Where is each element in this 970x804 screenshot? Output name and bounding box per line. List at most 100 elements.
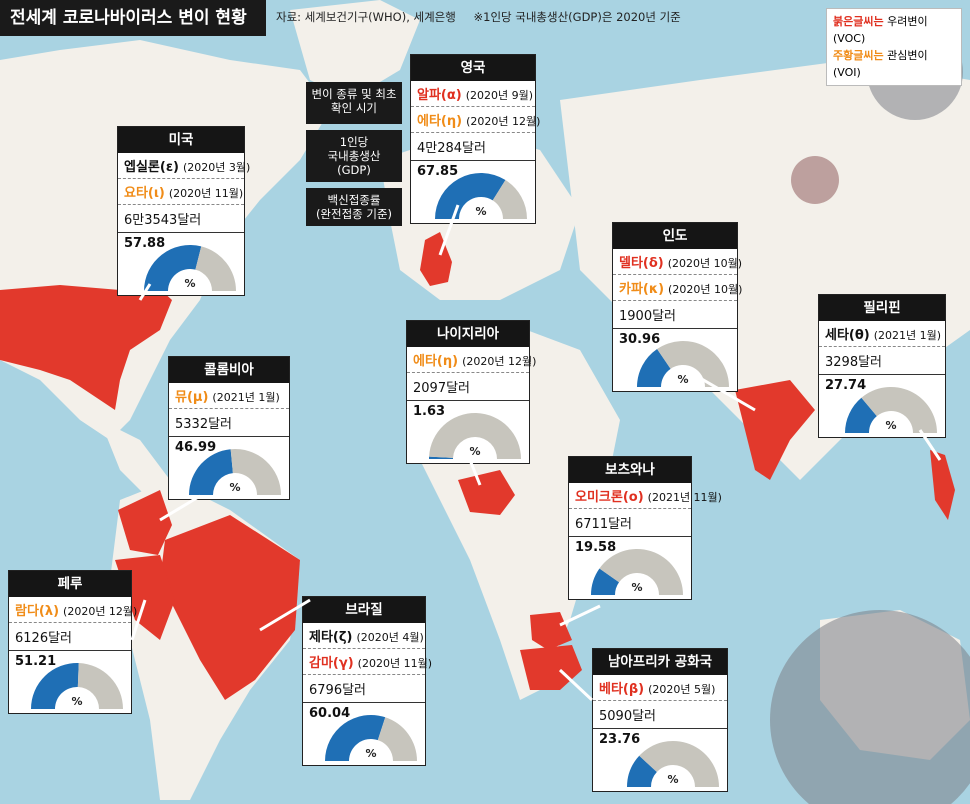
variant-name: 뮤(μ)	[175, 390, 209, 405]
gauge-chart: %	[637, 341, 729, 387]
vaccination-rate: 51.21	[15, 654, 57, 669]
country-name: 보츠와나	[569, 457, 691, 483]
gdp-value: 1900달러	[613, 301, 737, 329]
gauge-chart: %	[429, 412, 521, 459]
variant-row: 카파(κ) (2020년 10월)	[613, 275, 742, 301]
gauge-vaccinated-segment	[845, 397, 877, 433]
country-name: 브라질	[303, 597, 425, 623]
variant-row: 요타(ι) (2020년 11월)	[118, 179, 244, 205]
gauge-percent-symbol: %	[667, 773, 678, 786]
source-text: 자료: 세계보건기구(WHO), 세계은행	[276, 10, 456, 24]
country-name: 나이지리아	[407, 321, 529, 347]
variant-row: 베타(β) (2020년 5월)	[593, 675, 727, 701]
variant-row: 엡실론(ε) (2020년 3월)	[118, 153, 250, 179]
gdp-value: 2097달러	[407, 373, 529, 401]
country-card: 영국 알파(α) (2020년 9월) 에타(η) (2020년 12월) 4만284달러…	[410, 54, 540, 224]
country-name: 남아프리카 공화국	[593, 649, 727, 675]
gauge-chart: %	[144, 245, 236, 291]
gauge-vaccinated-segment	[189, 449, 233, 495]
variant-date: (2020년 4월)	[356, 631, 424, 644]
legend-voi-text: 관심변이(VOI)	[833, 49, 928, 79]
gdp-value: 3298달러	[819, 347, 945, 375]
vaccination-gauge: 51.21%	[9, 651, 131, 713]
virus-particle-bottom-right	[770, 610, 970, 804]
gauge-chart: %	[31, 663, 123, 709]
variant-date: (2020년 12월)	[63, 605, 138, 618]
variant-row: 감마(γ) (2020년 11월)	[303, 649, 432, 675]
gauge-percent-symbol: %	[469, 445, 480, 458]
gauge-chart: %	[435, 173, 527, 219]
gauge-remaining-segment	[77, 663, 123, 709]
gauge-percent-symbol: %	[885, 419, 896, 432]
gauge-remaining-segment	[639, 741, 719, 787]
gauge-percent-symbol: %	[677, 373, 688, 386]
variant-date: (2020년 3월)	[183, 161, 251, 174]
variant-name: 에타(η)	[413, 354, 459, 369]
vaccination-gauge: 30.96%	[613, 329, 737, 391]
gauge-remaining-segment	[195, 246, 236, 291]
variant-name: 오미크론(ο)	[575, 490, 644, 505]
variant-date: (2020년 9월)	[465, 89, 534, 102]
vaccination-gauge: 1.63%	[407, 401, 529, 463]
variant-name: 제타(ζ)	[309, 630, 353, 645]
gauge-vaccinated-segment	[144, 245, 202, 291]
variant-date: (2020년 11월)	[357, 657, 432, 670]
variant-row: 알파(α) (2020년 9월)	[411, 81, 535, 107]
page-title: 전세계 코로나바이러스 변이 현황	[0, 0, 266, 36]
gauge-vaccinated-segment	[435, 173, 506, 219]
legend-vax-line2: (완전접종 기준)	[315, 207, 393, 221]
vaccination-rate: 46.99	[175, 440, 217, 455]
south-africa-highlight	[520, 645, 582, 690]
gauge-remaining-segment	[657, 341, 729, 387]
legend-voc-text: 우려변이(VOC)	[833, 15, 928, 45]
vaccination-gauge: 67.85%	[411, 161, 535, 223]
variant-date: (2020년 12월)	[466, 115, 541, 128]
gdp-value: 6711달러	[569, 509, 691, 537]
brazil-highlight	[160, 515, 300, 700]
vaccination-rate: 1.63	[413, 404, 446, 419]
gauge-vaccinated-segment	[627, 755, 657, 787]
legend-gdp-line2: 국내총생산(GDP)	[327, 149, 381, 177]
variant-date: (2020년 10월)	[667, 257, 743, 270]
variant-date: (2021년 11월)	[647, 491, 722, 504]
variant-date: (2020년 11월)	[168, 187, 244, 200]
country-card: 미국 엡실론(ε) (2020년 3월) 요타(ι) (2020년 11월) 6만3543…	[117, 126, 250, 296]
vaccination-gauge: 46.99%	[169, 437, 289, 499]
source-note: 자료: 세계보건기구(WHO), 세계은행 ※1인당 국내총생산(GDP)은 2…	[276, 9, 695, 25]
vaccination-rate: 57.88	[124, 236, 166, 251]
vaccination-rate: 27.74	[825, 378, 867, 393]
country-name: 콜롬비아	[169, 357, 289, 383]
country-name: 인도	[613, 223, 737, 249]
gauge-chart: %	[189, 449, 281, 495]
gauge-percent-symbol: %	[71, 695, 82, 708]
row-legend: 변이 종류 및 최초 확인 시기 1인당 국내총생산(GDP) 백신접종률 (완…	[306, 82, 402, 232]
country-card: 브라질 제타(ζ) (2020년 4월) 감마(γ) (2020년 11월) 6796달러…	[302, 596, 432, 766]
country-card: 남아프리카 공화국 베타(β) (2020년 5월) 5090달러 23.76%	[592, 648, 728, 792]
virus-particle-small	[791, 156, 839, 204]
vaccination-gauge: 60.04%	[303, 703, 425, 765]
gauge-remaining-segment	[230, 449, 281, 495]
usa-highlight	[0, 280, 172, 410]
variant-name: 에타(η)	[417, 114, 463, 129]
legend-vax-line1: 백신접종률	[327, 193, 381, 207]
variant-name: 델타(δ)	[619, 256, 664, 271]
gauge-remaining-segment	[492, 180, 527, 219]
colombia-highlight	[118, 490, 172, 555]
vaccination-gauge: 57.88%	[118, 233, 244, 295]
gdp-note: ※1인당 국내총생산(GDP)은 2020년 기준	[473, 10, 681, 24]
gauge-remaining-segment	[861, 387, 937, 433]
country-name: 필리핀	[819, 295, 945, 321]
gauge-vaccinated-segment	[31, 663, 79, 709]
variant-name: 람다(λ)	[15, 604, 60, 619]
variant-name: 카파(κ)	[619, 282, 665, 297]
gauge-remaining-segment	[599, 549, 683, 595]
central-america-landmass	[100, 420, 170, 500]
gdp-value: 4만284달러	[411, 133, 535, 161]
vaccination-gauge: 19.58%	[569, 537, 691, 599]
variant-date: (2020년 5월)	[648, 683, 716, 696]
country-card: 페루 람다(λ) (2020년 12월) 6126달러 51.21%	[8, 570, 137, 714]
gauge-vaccinated-segment	[637, 348, 671, 387]
gdp-value: 6만3543달러	[118, 205, 244, 233]
